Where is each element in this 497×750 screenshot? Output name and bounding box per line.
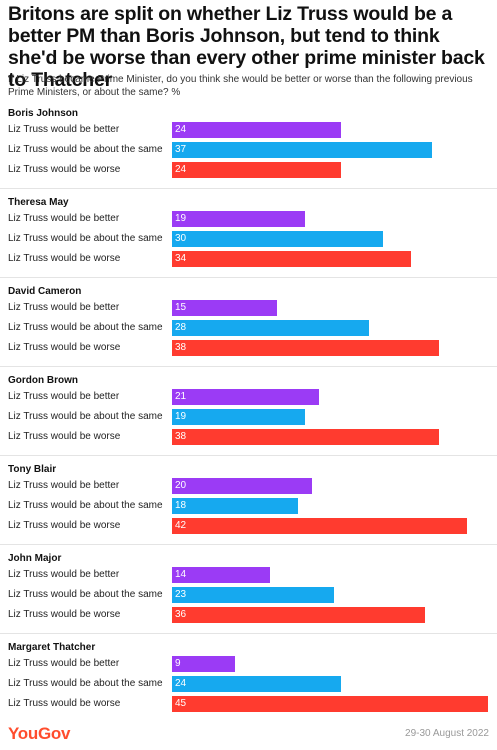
row-label: Liz Truss would be worse: [8, 253, 121, 264]
row-label: Liz Truss would be worse: [8, 342, 121, 353]
bar-worse: [172, 251, 411, 267]
group-divider: [0, 277, 497, 278]
bar-value-label: 28: [175, 322, 187, 333]
bar-value-label: 23: [175, 589, 187, 600]
group-heading: Gordon Brown: [8, 375, 78, 386]
bar-worse: [172, 429, 439, 445]
row-label: Liz Truss would be better: [8, 569, 120, 580]
chart-title: Britons are split on whether Liz Truss w…: [8, 3, 485, 91]
bar-value-label: 19: [175, 411, 187, 422]
bar-value-label: 24: [175, 124, 187, 135]
row-label: Liz Truss would be about the same: [8, 589, 163, 600]
bar-better: [172, 478, 313, 494]
bar-value-label: 37: [175, 144, 187, 155]
bar-value-label: 42: [175, 520, 187, 531]
bar-worse: [172, 518, 467, 534]
bar-value-label: 30: [175, 233, 187, 244]
group-heading: Margaret Thatcher: [8, 642, 96, 653]
bar-value-label: 38: [175, 431, 187, 442]
bar-value-label: 36: [175, 609, 187, 620]
bar-value-label: 24: [175, 164, 187, 175]
bar-same: [172, 498, 299, 514]
bar-same: [172, 409, 306, 425]
bar-same: [172, 587, 334, 603]
row-label: Liz Truss would be worse: [8, 698, 121, 709]
bar-value-label: 19: [175, 213, 187, 224]
row-label: Liz Truss would be about the same: [8, 678, 163, 689]
bar-value-label: 21: [175, 391, 187, 402]
row-label: Liz Truss would be about the same: [8, 500, 163, 511]
bar-same: [172, 320, 369, 336]
row-label: Liz Truss would be better: [8, 480, 120, 491]
bar-worse: [172, 162, 341, 178]
row-label: Liz Truss would be worse: [8, 164, 121, 175]
bar-value-label: 20: [175, 480, 187, 491]
bar-better: [172, 389, 320, 405]
row-label: Liz Truss would be better: [8, 302, 120, 313]
bar-value-label: 24: [175, 678, 187, 689]
bar-same: [172, 231, 383, 247]
row-label: Liz Truss would be about the same: [8, 144, 163, 155]
bar-better: [172, 300, 278, 316]
row-label: Liz Truss would be better: [8, 658, 120, 669]
bar-better: [172, 211, 306, 227]
bar-value-label: 18: [175, 500, 187, 511]
row-label: Liz Truss would be about the same: [8, 233, 163, 244]
bar-worse: [172, 696, 488, 712]
group-heading: Theresa May: [8, 197, 69, 208]
bar-better: [172, 567, 271, 583]
yougov-logo: YouGov: [8, 724, 71, 743]
survey-date: 29-30 August 2022: [405, 728, 489, 739]
group-divider: [0, 188, 497, 189]
bar-better: [172, 122, 341, 138]
row-label: Liz Truss would be worse: [8, 520, 121, 531]
bar-value-label: 15: [175, 302, 187, 313]
row-label: Liz Truss would be better: [8, 124, 120, 135]
row-label: Liz Truss would be about the same: [8, 411, 163, 422]
group-divider: [0, 633, 497, 634]
bar-value-label: 45: [175, 698, 187, 709]
bar-same: [172, 142, 432, 158]
group-divider: [0, 544, 497, 545]
bar-value-label: 9: [175, 658, 181, 669]
group-heading: David Cameron: [8, 286, 82, 297]
bar-value-label: 34: [175, 253, 187, 264]
bar-better: [172, 656, 236, 672]
row-label: Liz Truss would be about the same: [8, 322, 163, 333]
row-label: Liz Truss would be worse: [8, 609, 121, 620]
row-label: Liz Truss would be worse: [8, 431, 121, 442]
bar-value-label: 38: [175, 342, 187, 353]
group-heading: Tony Blair: [8, 464, 57, 475]
row-label: Liz Truss would be better: [8, 213, 120, 224]
group-divider: [0, 366, 497, 367]
chart-subtitle: If Liz Truss became Prime Minister, do y…: [8, 74, 473, 98]
group-heading: John Major: [8, 553, 62, 564]
bar-worse: [172, 340, 439, 356]
group-heading: Boris Johnson: [8, 108, 79, 119]
bar-worse: [172, 607, 425, 623]
bar-same: [172, 676, 341, 692]
row-label: Liz Truss would be better: [8, 391, 120, 402]
group-divider: [0, 455, 497, 456]
bar-value-label: 14: [175, 569, 187, 580]
